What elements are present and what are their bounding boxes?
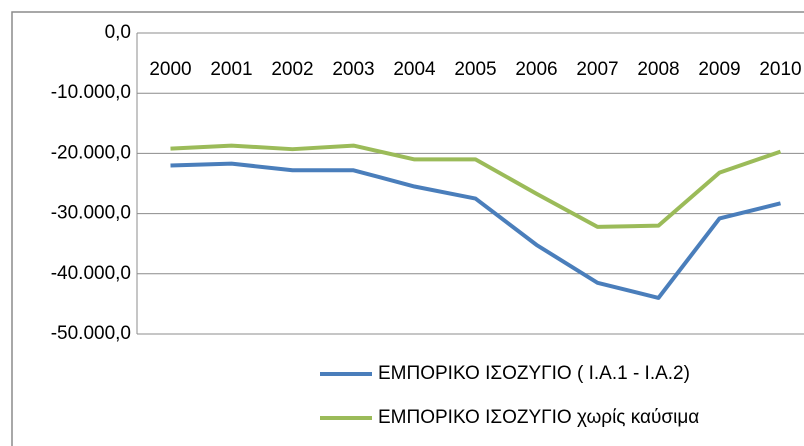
legend-label: ΕΜΠΟΡΙΚΟ ΙΣΟΖΥΓΙΟ ( Ι.Α.1 - Ι.Α.2) bbox=[378, 363, 690, 384]
x-tick-label: 2004 bbox=[393, 59, 436, 80]
x-tick-label: 2005 bbox=[454, 59, 496, 80]
chart-frame bbox=[11, 11, 804, 446]
x-tick-label: 2003 bbox=[332, 59, 374, 80]
series-line bbox=[170, 161, 781, 300]
legend-label: ΕΜΠΟΡΙΚΟ ΙΣΟΖΥΓΙΟ χωρίς καύσιμα bbox=[378, 407, 699, 428]
x-tick-label: 2001 bbox=[210, 59, 252, 80]
y-tick-label: -10.000,0 bbox=[51, 82, 131, 103]
y-tick-label: -40.000,0 bbox=[51, 263, 131, 284]
x-tick-label: 2006 bbox=[515, 59, 557, 80]
series-line bbox=[170, 143, 782, 229]
x-tick-label: 2010 bbox=[759, 59, 801, 80]
y-tick-label: -50.000,0 bbox=[51, 323, 131, 344]
y-tick-label: -20.000,0 bbox=[51, 142, 131, 163]
y-tick-label: 0,0 bbox=[105, 22, 131, 43]
x-tick-label: 2000 bbox=[149, 59, 191, 80]
x-tick-label: 2008 bbox=[637, 59, 679, 80]
x-tick-label: 2007 bbox=[576, 59, 618, 80]
x-tick-label: 2009 bbox=[698, 59, 740, 80]
y-tick-label: -30.000,0 bbox=[51, 203, 131, 224]
x-tick-label: 2002 bbox=[271, 59, 313, 80]
